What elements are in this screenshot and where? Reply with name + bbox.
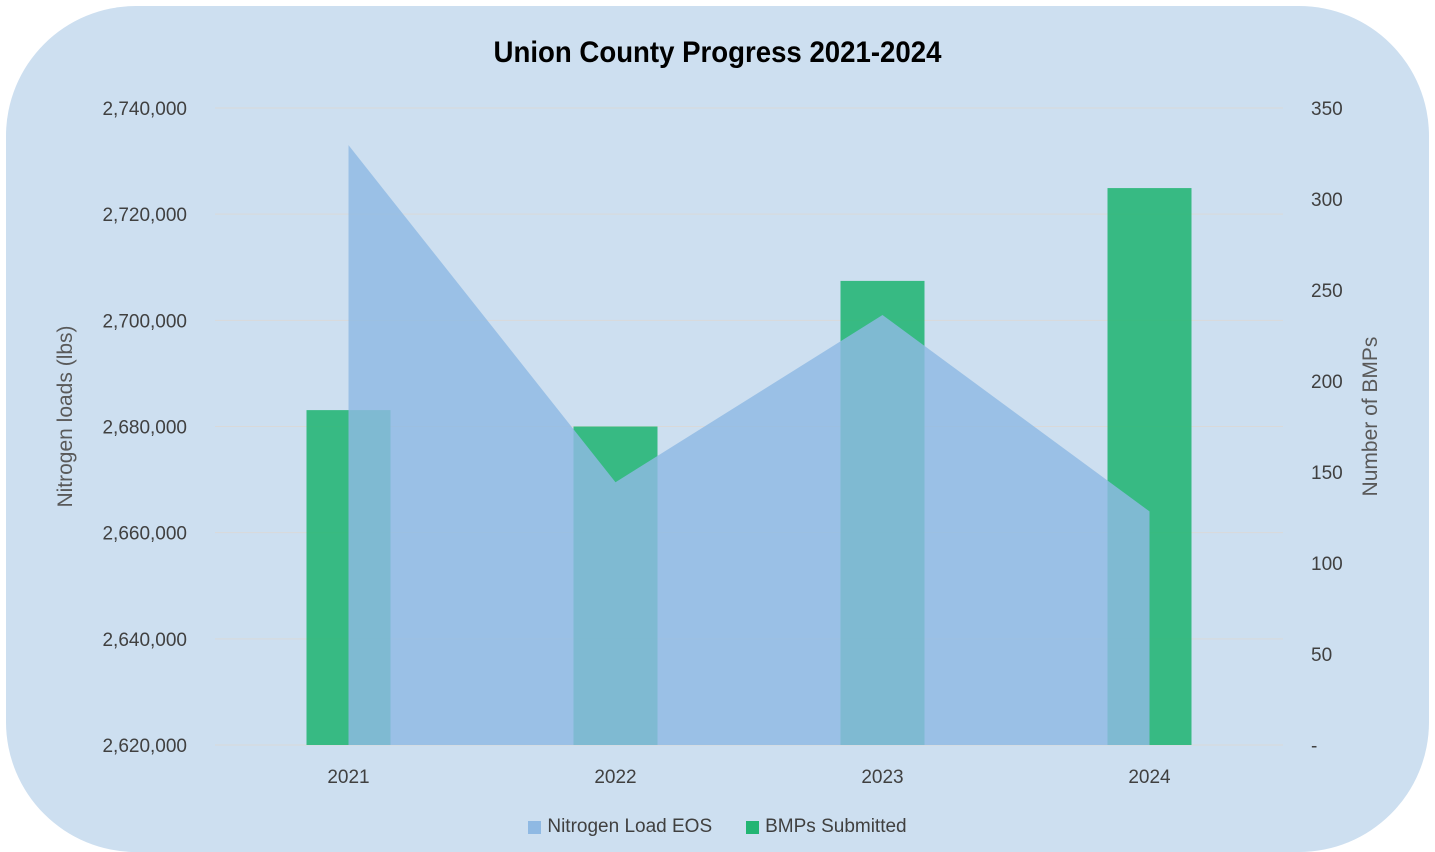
legend-item-nitrogen: Nitrogen Load EOS: [528, 816, 712, 838]
right-axis-title: Number of BMPs: [1359, 337, 1382, 497]
right-tick-label: 150: [1311, 463, 1343, 484]
right-tick-label: -: [1311, 736, 1317, 757]
x-tick-label: 2022: [594, 767, 636, 788]
left-axis-title: Nitrogen loads (lbs): [54, 325, 77, 507]
right-tick-label: 50: [1311, 645, 1332, 666]
chart-title: Union County Progress 2021-2024: [493, 36, 942, 69]
legend-swatch-bmps: [746, 820, 760, 834]
right-tick-label: 350: [1311, 99, 1343, 120]
left-tick-label: 2,720,000: [102, 205, 187, 226]
right-tick-label: 250: [1311, 281, 1343, 302]
legend: Nitrogen Load EOS BMPs Submitted: [0, 816, 1435, 838]
left-tick-label: 2,700,000: [102, 311, 187, 332]
x-tick-label: 2024: [1128, 767, 1171, 788]
x-tick-label: 2021: [327, 767, 369, 788]
right-tick-label: 300: [1311, 190, 1343, 211]
legend-item-bmps: BMPs Submitted: [746, 816, 907, 838]
right-tick-label: 100: [1311, 554, 1343, 575]
legend-label-bmps: BMPs Submitted: [765, 816, 907, 837]
legend-swatch-nitrogen: [528, 820, 542, 834]
left-tick-label: 2,660,000: [102, 524, 187, 545]
left-tick-label: 2,640,000: [102, 630, 187, 651]
area-nitrogen-load: [348, 145, 1150, 746]
legend-label-nitrogen: Nitrogen Load EOS: [547, 816, 713, 837]
left-tick-label: 2,740,000: [102, 99, 187, 120]
left-tick-label: 2,620,000: [102, 736, 187, 757]
left-tick-label: 2,680,000: [102, 418, 187, 439]
x-tick-label: 2023: [861, 767, 903, 788]
right-tick-label: 200: [1311, 372, 1343, 393]
